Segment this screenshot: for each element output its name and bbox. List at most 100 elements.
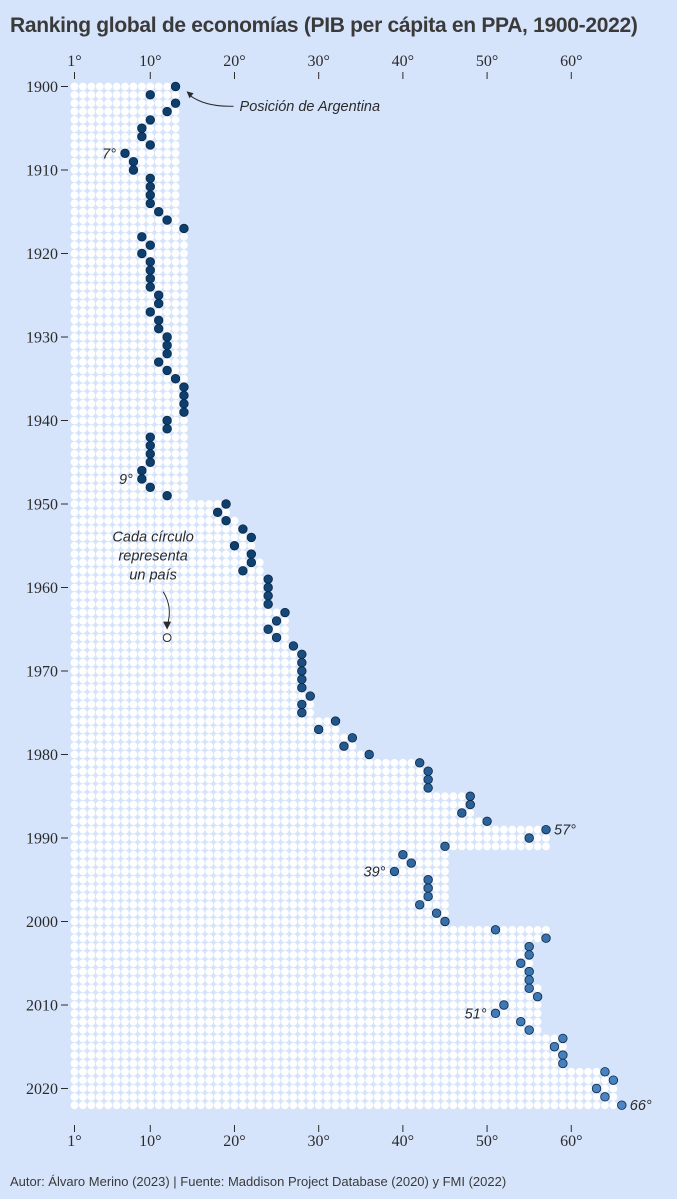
country-circle (196, 909, 205, 918)
country-circle (205, 792, 214, 801)
country-circle (146, 391, 155, 400)
country-circle (121, 959, 129, 968)
country-circle (171, 107, 180, 116)
country-circle (70, 717, 79, 725)
country-circle (95, 416, 104, 425)
country-circle (348, 1009, 357, 1018)
country-circle (180, 1059, 188, 1068)
country-circle (112, 959, 121, 968)
country-circle (441, 984, 449, 993)
argentina-point (600, 1092, 610, 1102)
argentina-point (145, 198, 155, 209)
country-circle (415, 1101, 424, 1110)
country-circle (516, 842, 525, 851)
country-circle (398, 817, 407, 826)
country-circle (449, 951, 458, 959)
country-circle (239, 708, 247, 717)
country-circle (297, 909, 306, 918)
country-circle (323, 1034, 331, 1043)
country-circle (323, 825, 331, 834)
country-circle (121, 1084, 129, 1093)
country-circle (314, 976, 323, 984)
country-circle (137, 1076, 146, 1085)
country-circle (180, 633, 188, 642)
country-circle (483, 1026, 491, 1034)
country-circle (87, 124, 96, 133)
country-circle (129, 809, 138, 817)
country-circle (407, 1051, 416, 1059)
country-circle (70, 700, 79, 709)
country-circle (483, 842, 491, 851)
country-circle (255, 625, 264, 634)
country-circle (230, 767, 239, 776)
country-circle (230, 917, 239, 926)
country-circle (188, 600, 197, 609)
country-circle (180, 934, 188, 943)
country-circle (79, 299, 87, 308)
country-circle (163, 600, 172, 609)
country-circle (104, 792, 113, 801)
country-circle (112, 942, 121, 951)
country-circle (441, 1042, 449, 1051)
country-circle (281, 984, 289, 993)
country-circle (70, 1042, 79, 1051)
country-circle (331, 900, 340, 909)
country-circle (373, 1051, 382, 1059)
country-circle (474, 1034, 483, 1043)
country-circle (171, 533, 180, 542)
country-circle (398, 1067, 407, 1076)
country-circle (533, 1101, 542, 1110)
country-circle (533, 934, 542, 943)
country-circle (171, 1067, 180, 1076)
country-circle (188, 867, 197, 876)
country-circle (171, 742, 180, 751)
country-circle (222, 525, 230, 533)
country-circle (121, 1092, 129, 1101)
country-circle (272, 658, 281, 667)
country-circle (239, 533, 247, 542)
country-circle (180, 575, 188, 584)
country-circle (222, 934, 230, 943)
country-circle (112, 341, 121, 350)
country-circle (373, 967, 382, 976)
country-circle (129, 358, 138, 366)
country-circle (230, 934, 239, 943)
country-circle (154, 884, 163, 892)
country-circle (146, 976, 155, 984)
country-circle (483, 1017, 491, 1026)
country-circle (390, 758, 399, 767)
country-circle (137, 450, 146, 458)
country-circle (230, 992, 239, 1001)
country-circle (121, 600, 129, 609)
country-circle (213, 725, 222, 734)
country-circle (255, 784, 264, 792)
country-circle (281, 658, 289, 667)
country-circle (180, 591, 188, 600)
country-circle (415, 1034, 424, 1043)
country-circle (466, 934, 475, 943)
country-circle (415, 1001, 424, 1009)
country-circle (483, 1076, 491, 1085)
country-circle (457, 1101, 466, 1110)
country-circle (104, 1101, 113, 1110)
country-circle (129, 257, 138, 266)
country-circle (171, 316, 180, 325)
country-circle (281, 625, 289, 634)
country-circle (121, 859, 129, 867)
country-circle (222, 658, 230, 667)
country-circle (247, 642, 256, 650)
country-circle (348, 809, 357, 817)
country-circle (340, 775, 348, 784)
country-circle (104, 508, 113, 517)
argentina-point (128, 165, 139, 175)
country-circle (137, 884, 146, 892)
country-circle (356, 775, 365, 784)
country-circle (163, 708, 172, 717)
country-circle (95, 107, 104, 116)
country-circle (230, 784, 239, 792)
argentina-point (145, 240, 155, 250)
country-circle (382, 834, 390, 842)
country-circle (180, 650, 188, 659)
country-circle (112, 1009, 121, 1018)
country-circle (171, 575, 180, 584)
